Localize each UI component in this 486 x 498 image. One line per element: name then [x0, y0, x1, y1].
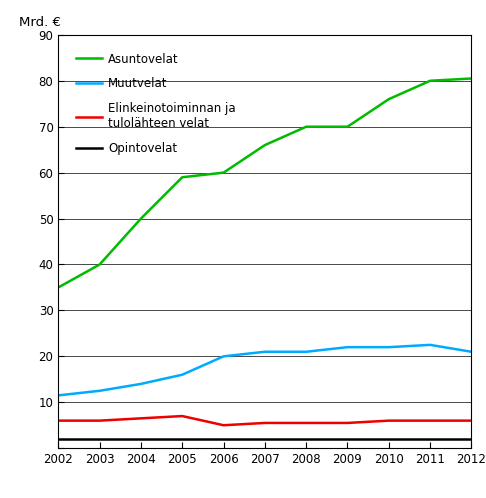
Opintovelat — [469, 436, 474, 442]
Asuntovelat — [345, 124, 350, 129]
Opintovelat — [179, 436, 185, 442]
Muutvelat — [386, 344, 392, 350]
Elinkeinotoiminnan ja
tulolähteen velat — [221, 422, 226, 428]
Opintovelat — [262, 436, 268, 442]
Asuntovelat — [55, 284, 61, 290]
Asuntovelat — [97, 261, 103, 267]
Asuntovelat — [179, 174, 185, 180]
Line: Elinkeinotoiminnan ja
tulolähteen velat: Elinkeinotoiminnan ja tulolähteen velat — [58, 416, 471, 425]
Elinkeinotoiminnan ja
tulolähteen velat — [469, 418, 474, 424]
Muutvelat — [138, 381, 144, 387]
Muutvelat — [55, 392, 61, 398]
Muutvelat — [345, 344, 350, 350]
Opintovelat — [138, 436, 144, 442]
Asuntovelat — [469, 76, 474, 82]
Opintovelat — [221, 436, 226, 442]
Elinkeinotoiminnan ja
tulolähteen velat — [55, 418, 61, 424]
Asuntovelat — [303, 124, 309, 129]
Line: Asuntovelat: Asuntovelat — [58, 79, 471, 287]
Muutvelat — [469, 349, 474, 355]
Opintovelat — [55, 436, 61, 442]
Elinkeinotoiminnan ja
tulolähteen velat — [97, 418, 103, 424]
Opintovelat — [303, 436, 309, 442]
Opintovelat — [97, 436, 103, 442]
Asuntovelat — [138, 216, 144, 222]
Opintovelat — [386, 436, 392, 442]
Opintovelat — [345, 436, 350, 442]
Legend: Asuntovelat, Muutvelat, Elinkeinotoiminnan ja
tulolähteen velat, Opintovelat: Asuntovelat, Muutvelat, Elinkeinotoiminn… — [72, 49, 239, 158]
Elinkeinotoiminnan ja
tulolähteen velat — [386, 418, 392, 424]
Elinkeinotoiminnan ja
tulolähteen velat — [262, 420, 268, 426]
Muutvelat — [262, 349, 268, 355]
Asuntovelat — [221, 170, 226, 176]
Muutvelat — [303, 349, 309, 355]
Muutvelat — [179, 372, 185, 377]
Elinkeinotoiminnan ja
tulolähteen velat — [303, 420, 309, 426]
Text: Mrd. €: Mrd. € — [19, 15, 61, 29]
Elinkeinotoiminnan ja
tulolähteen velat — [179, 413, 185, 419]
Muutvelat — [221, 354, 226, 360]
Asuntovelat — [262, 142, 268, 148]
Opintovelat — [427, 436, 433, 442]
Muutvelat — [427, 342, 433, 348]
Asuntovelat — [427, 78, 433, 84]
Line: Muutvelat: Muutvelat — [58, 345, 471, 395]
Elinkeinotoiminnan ja
tulolähteen velat — [138, 415, 144, 421]
Muutvelat — [97, 388, 103, 394]
Elinkeinotoiminnan ja
tulolähteen velat — [345, 420, 350, 426]
Asuntovelat — [386, 96, 392, 102]
Elinkeinotoiminnan ja
tulolähteen velat — [427, 418, 433, 424]
